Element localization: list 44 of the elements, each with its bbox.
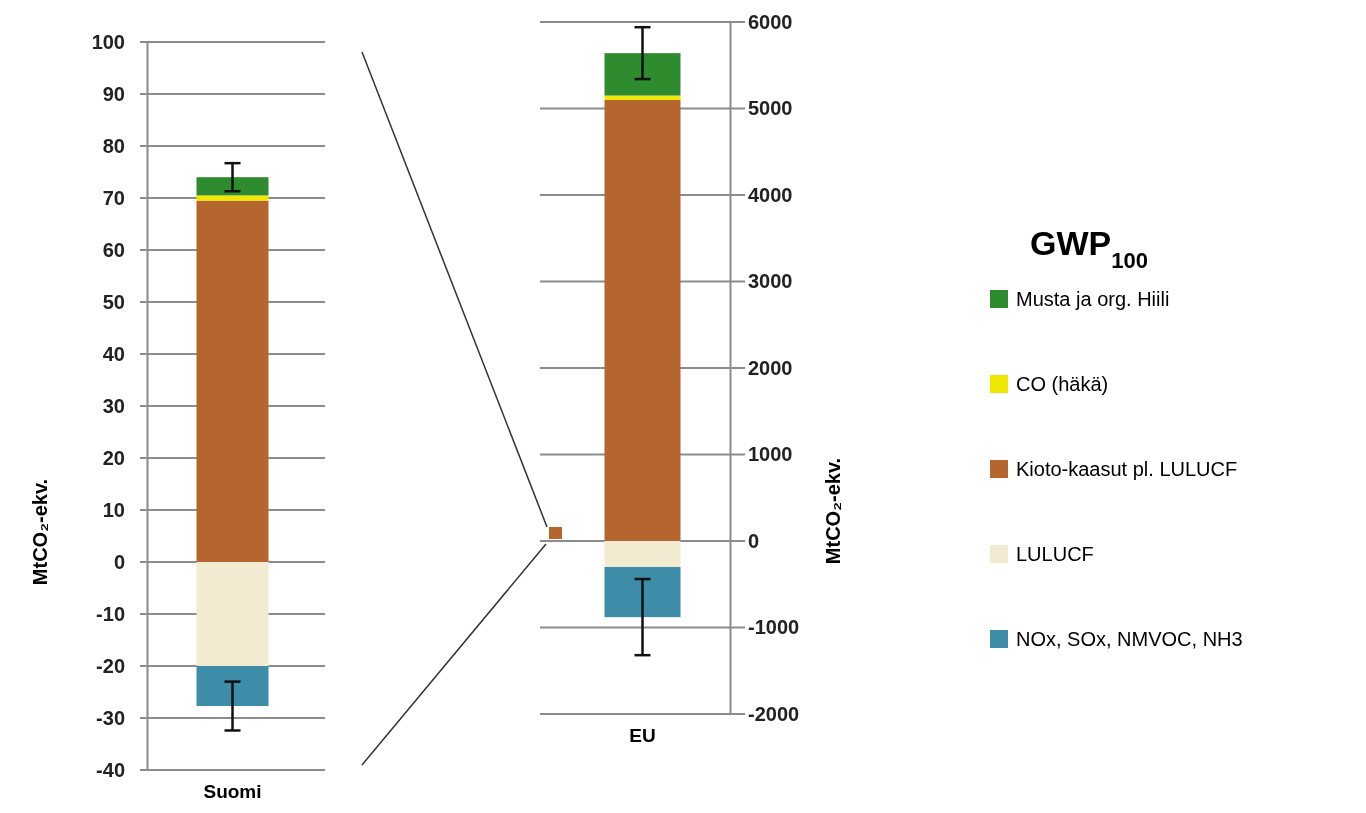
x-tick-label: EU: [629, 725, 656, 746]
bar: [604, 99, 681, 541]
bar: [196, 177, 269, 196]
bar: [604, 53, 681, 96]
legend-label: Kioto-kaasut pl. LULUCF: [1016, 458, 1238, 480]
y-tick-label: -40: [96, 758, 125, 781]
y2-tick-label: 0: [748, 529, 760, 552]
y-tick-label: 50: [102, 290, 125, 313]
y2-tick-label: 4000: [748, 183, 793, 206]
y-axis-title: MtCO₂-ekv.: [29, 478, 51, 586]
bar: [196, 195, 269, 201]
y-tick-label: 30: [102, 394, 125, 417]
bar: [604, 541, 681, 567]
y2-tick-label: -1000: [748, 616, 800, 639]
legend-label: LULUCF: [1016, 543, 1094, 565]
y2-tick-label: 2000: [748, 356, 793, 379]
bar: [604, 566, 681, 618]
y2-tick-label: -2000: [748, 702, 800, 725]
bar: [196, 666, 269, 707]
legend-label: NOx, SOx, NMVOC, NH3: [1016, 628, 1243, 650]
bar: [604, 95, 681, 100]
legend-label: Musta ja org. Hiili: [1016, 288, 1170, 310]
y-tick-label: 20: [102, 446, 125, 469]
y-tick-label: 90: [102, 82, 125, 105]
y-tick-label: -20: [96, 654, 125, 677]
bar: [196, 562, 269, 666]
y2-axis-title: MtCO₂-ekv.: [822, 457, 844, 565]
y-tick-label: 0: [113, 550, 125, 573]
y2-tick-label: 3000: [748, 270, 793, 293]
bar: [196, 200, 269, 562]
y-tick-label: 70: [102, 186, 125, 209]
y-tick-label: -10: [96, 602, 125, 625]
x-tick-label: Suomi: [203, 781, 262, 802]
y2-tick-label: 5000: [748, 97, 793, 120]
y-tick-label: 60: [102, 238, 125, 261]
y-tick-label: 10: [102, 498, 125, 521]
y2-tick-label: 6000: [748, 10, 793, 33]
legend-title: GWP$_{100}$: [1030, 224, 1149, 273]
legend-label: CO (häkä): [1016, 373, 1109, 395]
y2-tick-label: 1000: [748, 443, 793, 466]
y-tick-label: -30: [96, 706, 125, 729]
y-tick-label: 40: [102, 342, 125, 365]
y-tick-label: 80: [102, 134, 125, 157]
y-tick-label: 100: [91, 30, 125, 53]
